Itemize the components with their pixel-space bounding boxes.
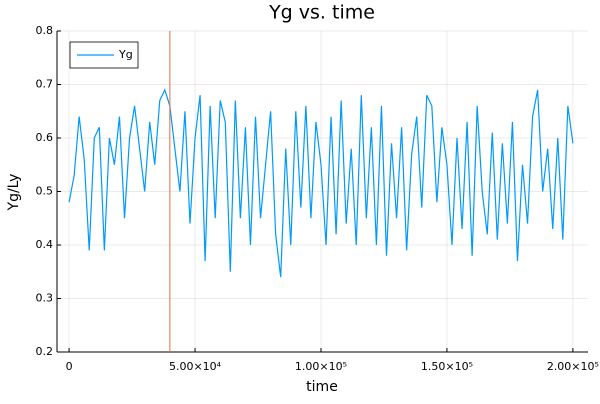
chart-title: Yg vs. time (268, 2, 375, 24)
y-tick-label: 0.4 (36, 238, 54, 251)
y-axis-label: Yg/Ly (6, 174, 22, 212)
y-tick-label: 0.7 (36, 78, 54, 91)
x-tick-label: 1.00×10⁵ (295, 360, 347, 373)
x-tick-label: 5.00×10⁴ (169, 360, 222, 373)
y-tick-label: 0.2 (36, 345, 54, 358)
x-tick-label: 1.50×10⁵ (421, 360, 473, 373)
y-tick-label: 0.8 (36, 24, 54, 37)
y-tick-label: 0.6 (36, 131, 54, 144)
y-tick-label: 0.3 (36, 292, 54, 305)
y-tick-label: 0.5 (36, 185, 54, 198)
data-line (68, 88, 574, 278)
legend-label: Yg (118, 48, 133, 61)
x-tick-label: 0 (66, 360, 73, 373)
x-axis-label: time (306, 379, 338, 395)
x-tick-label: 2.00×10⁵ (547, 360, 599, 373)
